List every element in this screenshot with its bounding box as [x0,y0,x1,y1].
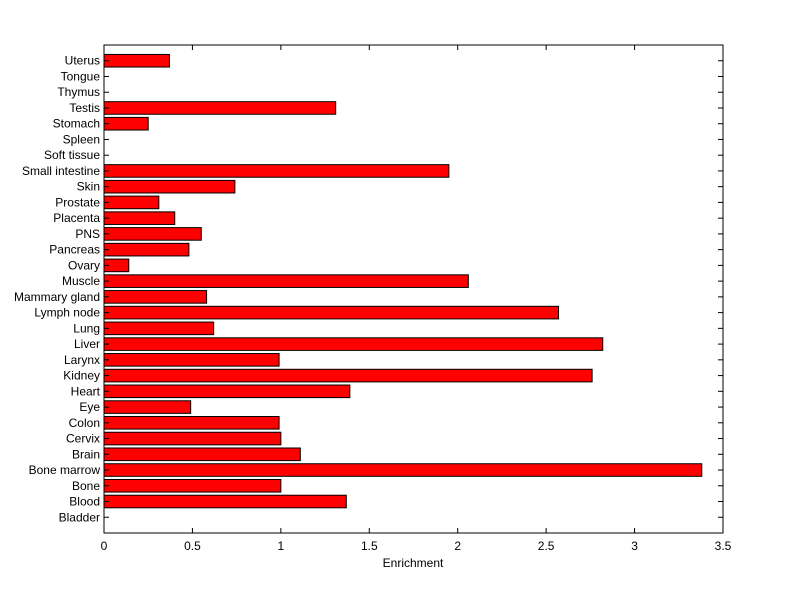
y-tick-label-mammary-gland: Mammary gland [14,290,100,304]
x-tick-label: 3 [631,539,638,553]
bar-brain [103,447,301,462]
bars-group [103,53,703,509]
y-tick-label-muscle: Muscle [62,274,100,288]
y-tick-label-bladder: Bladder [59,510,100,524]
y-tick-label-kidney: Kidney [63,369,100,383]
plot-frame [103,44,724,534]
bar-lymph-node [103,305,560,320]
x-tick-label: 0.5 [184,539,201,553]
y-tick-label-bone-marrow: Bone marrow [29,463,101,477]
bar-lung [103,321,215,336]
bar-heart [103,384,351,399]
bar-small-intestine [103,164,450,178]
y-tick-label-soft-tissue: Soft tissue [44,148,100,162]
bar-skin [103,179,236,194]
y-tick-label-liver: Liver [74,337,100,351]
y-tick-label-lung: Lung [73,321,100,335]
y-tick-label-lymph-node: Lymph node [34,306,100,320]
y-tick-label-larynx: Larynx [64,353,100,367]
bar-testis [103,101,337,115]
y-tick-label-colon: Colon [69,416,100,430]
y-tick-label-cervix: Cervix [66,432,100,446]
x-tick-label: 2 [454,539,461,553]
y-tick-label-heart: Heart [71,384,101,398]
y-tick-label-pancreas: Pancreas [49,243,100,257]
x-tick-label: 1.5 [361,539,378,553]
y-tick-label-blood: Blood [69,495,100,509]
y-tick-label-skin: Skin [77,180,100,194]
bar-muscle [103,274,469,288]
bar-mammary-gland [103,290,208,304]
y-tick-label-testis: Testis [69,101,100,115]
y-tick-label-bone: Bone [72,479,100,493]
y-tick-label-pns: PNS [75,227,100,241]
y-tick-label-uterus: Uterus [65,54,100,68]
bar-cervix [103,431,282,446]
ticks-group [103,45,724,533]
x-tick-label: 1 [278,539,285,553]
y-tick-label-tongue: Tongue [61,69,101,83]
x-tick-label: 2.5 [538,539,555,553]
x-axis-label: Enrichment [383,556,444,570]
bar-bone-marrow [103,463,703,477]
y-tick-label-thymus: Thymus [57,85,100,99]
bar-larynx [103,353,280,367]
bar-blood [103,494,347,509]
bar-stomach [103,116,149,131]
y-tick-label-small-intestine: Small intestine [22,164,100,178]
bar-kidney [103,368,593,383]
y-tick-label-stomach: Stomach [53,117,100,131]
y-tick-label-ovary: Ovary [68,258,100,272]
bar-bone [103,478,282,493]
y-tick-label-prostate: Prostate [55,195,100,209]
bar-placenta [103,211,176,225]
y-tick-label-placenta: Placenta [53,211,100,225]
x-tick-label: 0 [101,539,108,553]
bar-pns [103,227,202,241]
bar-prostate [103,195,160,210]
bar-liver [103,337,604,351]
bar-eye [103,400,192,414]
y-tick-label-eye: Eye [79,400,100,414]
x-tick-label: 3.5 [715,539,732,553]
bar-pancreas [103,242,190,257]
y-tick-label-spleen: Spleen [63,132,100,146]
bar-uterus [103,53,170,68]
bar-colon [103,416,280,430]
y-tick-label-brain: Brain [72,447,100,461]
